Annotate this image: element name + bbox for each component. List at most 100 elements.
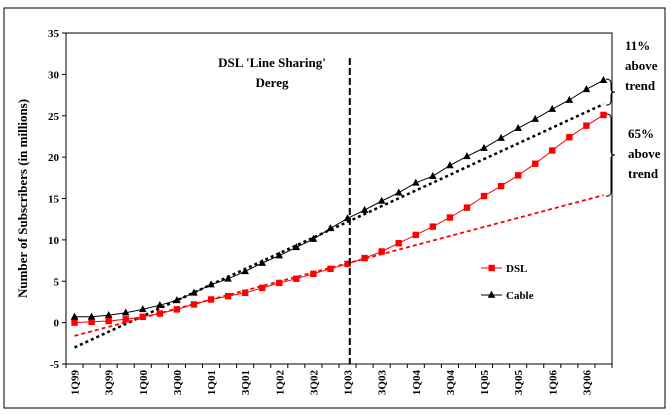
x-tick-label: 3Q00	[172, 370, 184, 396]
x-tick-label: 3Q06	[581, 370, 593, 396]
data-point-dsl	[429, 223, 437, 230]
x-tick-label: 3Q02	[308, 370, 320, 396]
data-point-dsl	[361, 254, 368, 262]
y-tick-label: 30	[48, 69, 60, 81]
y-tick-label: 10	[48, 235, 60, 247]
data-point-dsl	[310, 270, 317, 278]
data-point-dsl	[293, 275, 300, 282]
annotation-text: trend	[628, 166, 659, 181]
data-point-dsl	[566, 134, 573, 141]
data-point-cable	[429, 171, 437, 179]
data-point-cable	[480, 143, 488, 151]
axes: -5 0 5 10 15 20 25 30 35 1Q99 3Q99 1Q00 3Q00 1Q01 3Q01…	[48, 28, 613, 396]
y-axis-title: Number of Subscribers (in millions)	[15, 99, 30, 298]
y-tick-label: -5	[50, 359, 60, 371]
data-point-cable	[121, 308, 130, 316]
data-point-cable	[446, 161, 454, 169]
data-point-cable	[70, 312, 79, 320]
data-point-dsl	[71, 319, 78, 326]
data-point-cable	[258, 258, 267, 266]
data-point-cable	[565, 95, 574, 103]
x-tick-label: 1Q03	[343, 370, 355, 396]
data-point-cable	[531, 114, 540, 122]
data-point-dsl	[532, 160, 539, 167]
data-point-cable	[190, 288, 198, 296]
data-point-cable	[156, 301, 164, 309]
annotations: 11% above trend 65% above trend	[605, 38, 661, 197]
data-point-dsl	[395, 239, 402, 247]
data-point-dsl	[549, 147, 556, 154]
annotation-text: trend	[625, 78, 656, 93]
legend-marker-dsl	[488, 264, 495, 272]
data-point-dsl	[583, 122, 590, 129]
data-point-dsl	[241, 289, 249, 297]
data-point-cable	[241, 267, 249, 275]
annotation-text: 65%	[628, 126, 654, 141]
series-lines	[70, 75, 608, 326]
y-tick-label: 5	[54, 276, 60, 288]
x-tick-label: 1Q06	[547, 370, 559, 396]
data-point-cable	[497, 133, 505, 141]
x-tick-label: 3Q04	[445, 370, 457, 396]
data-point-dsl	[224, 292, 232, 300]
x-tick-label: 1Q01	[206, 370, 218, 395]
data-point-cable	[599, 75, 608, 83]
y-tick-label: 25	[48, 111, 60, 123]
x-tick-label: 3Q03	[377, 370, 389, 396]
data-point-dsl	[378, 248, 385, 255]
data-point-cable	[309, 234, 318, 242]
data-point-dsl	[327, 265, 334, 273]
data-point-cable	[548, 104, 557, 112]
data-point-dsl	[344, 260, 351, 268]
data-point-dsl	[600, 111, 607, 119]
annotation-text: above	[625, 58, 658, 73]
x-tick-label: 1Q05	[479, 370, 491, 396]
x-tick-label: 3Q05	[513, 370, 525, 396]
x-tick-label: 3Q99	[104, 370, 116, 396]
data-point-cable	[463, 152, 471, 160]
legend-marker-cable	[487, 290, 496, 298]
y-tick-label: 0	[54, 318, 60, 330]
data-point-dsl	[190, 301, 198, 308]
data-point-dsl	[446, 214, 454, 221]
data-point-dsl	[412, 231, 419, 239]
data-point-dsl	[276, 279, 283, 287]
x-tick-label: 3Q01	[240, 370, 252, 395]
y-tick-label: 15	[48, 194, 60, 206]
data-point-cable	[104, 310, 113, 318]
data-point-cable	[224, 274, 232, 282]
data-point-dsl	[156, 310, 164, 317]
legend-label-dsl: DSL	[506, 263, 527, 275]
y-axis-title-group: Number of Subscribers (in millions)	[15, 99, 30, 298]
data-point-cable	[173, 296, 181, 304]
legend: DSL Cable	[481, 263, 534, 302]
annotation-brace	[605, 78, 616, 106]
data-point-dsl	[105, 317, 112, 325]
x-tick-label: 1Q02	[274, 370, 286, 396]
y-tick-label: 35	[48, 28, 60, 40]
data-point-dsl	[514, 172, 522, 179]
x-tick-label: 1Q99	[70, 370, 82, 396]
event-line-label: Dereg	[256, 75, 289, 90]
y-tick-label: 20	[48, 152, 60, 164]
annotation-text: above	[628, 146, 661, 161]
data-point-dsl	[480, 192, 488, 200]
x-tick-label: 1Q00	[138, 370, 150, 396]
data-point-cable	[275, 251, 284, 259]
data-point-cable	[360, 205, 369, 213]
data-point-cable	[87, 312, 96, 320]
annotation-text: 11%	[625, 38, 650, 53]
legend-label-cable: Cable	[506, 290, 534, 302]
data-point-cable	[411, 178, 420, 186]
data-point-cable	[582, 85, 591, 93]
data-point-dsl	[139, 313, 146, 321]
data-point-dsl	[173, 306, 181, 313]
annotation-brace	[605, 113, 616, 197]
x-tick-label: 1Q04	[411, 370, 423, 396]
data-point-dsl	[463, 204, 471, 211]
data-point-dsl	[122, 316, 129, 323]
data-point-dsl	[207, 296, 215, 303]
data-point-cable	[326, 224, 335, 232]
